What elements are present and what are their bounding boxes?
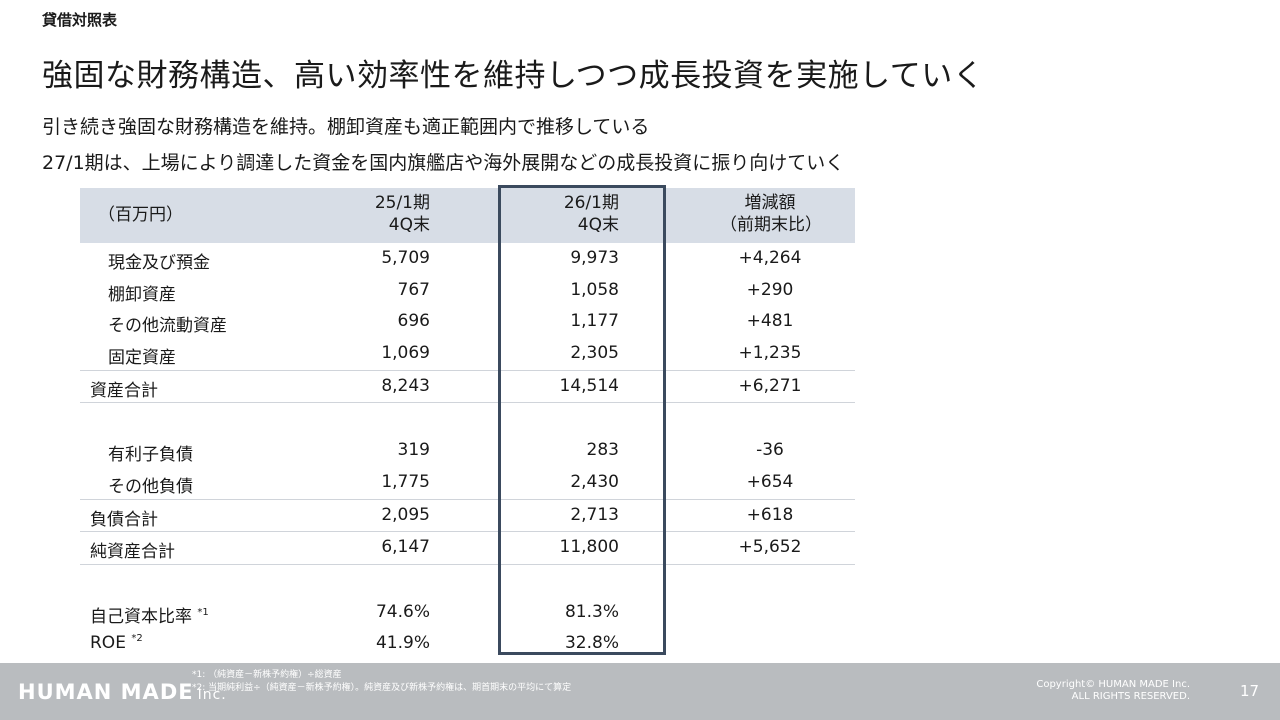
balance-sheet-table: （百万円） 25/1期 4Q末 26/1期 4Q末 増減額 （前期末比） 現金及… bbox=[80, 188, 855, 660]
subtitle-line-1: 引き続き強固な財務構造を維持。棚卸資産も適正範囲内で推移している bbox=[42, 116, 650, 138]
value-26: 9,973 bbox=[570, 248, 619, 268]
col-header-25-period: 25/1期 bbox=[374, 193, 430, 213]
value-26: 283 bbox=[586, 440, 619, 461]
value-25: 1,775 bbox=[381, 471, 430, 492]
col-header-diff-title: 増減額 bbox=[744, 193, 796, 213]
table-row-ratio: ROE *2 41.9% 32.8% bbox=[80, 628, 855, 660]
ratio-label: 自己資本比率 bbox=[90, 606, 192, 627]
row-label: 資産合計 bbox=[90, 380, 158, 401]
section-label: 貸借対照表 bbox=[42, 11, 118, 29]
value-26: 2,430 bbox=[570, 471, 619, 492]
value-25: 6,147 bbox=[381, 537, 430, 558]
col-header-26-quarter: 4Q末 bbox=[577, 215, 619, 235]
value-diff: +290 bbox=[746, 279, 794, 300]
value-25: 2,095 bbox=[381, 504, 430, 525]
table-row: その他流動資産 696 1,177 +481 bbox=[80, 306, 855, 338]
row-label: ROE *2 bbox=[90, 633, 143, 653]
footer-bar: HUMAN MADE Inc. *1: （純資産－新株予約権）÷総資産 *2: 当… bbox=[0, 663, 1280, 720]
subtitle-line-2: 27/1期は、上場により調達した資金を国内旗艦店や海外展開などの成長投資に振り向… bbox=[42, 152, 845, 174]
table-header: （百万円） 25/1期 4Q末 26/1期 4Q末 増減額 （前期末比） bbox=[80, 188, 855, 243]
unit-label: （百万円） bbox=[98, 205, 183, 225]
value-25: 5,709 bbox=[381, 248, 430, 268]
value-26: 14,514 bbox=[559, 375, 619, 396]
value-26: 2,305 bbox=[570, 343, 619, 364]
value-diff: -36 bbox=[756, 440, 784, 461]
page-number: 17 bbox=[1240, 682, 1260, 700]
spacer-row bbox=[80, 403, 855, 435]
value-25: 696 bbox=[397, 311, 430, 332]
value-26: 2,713 bbox=[570, 504, 619, 525]
row-label: その他流動資産 bbox=[108, 316, 227, 337]
copyright-line-2: ALL RIGHTS RESERVED. bbox=[1071, 691, 1190, 702]
value-diff: +4,264 bbox=[738, 248, 802, 268]
row-label: 負債合計 bbox=[90, 509, 158, 530]
table-row: その他負債 1,775 2,430 +654 bbox=[80, 467, 855, 500]
value-26: 81.3% bbox=[564, 601, 619, 622]
company-logo: HUMAN MADE Inc. bbox=[18, 680, 227, 704]
value-26: 32.8% bbox=[564, 633, 619, 654]
value-25: 1,069 bbox=[381, 343, 430, 364]
copyright-line-1: Copyright© HUMAN MADE Inc. bbox=[1036, 679, 1190, 690]
col-header-25: 25/1期 4Q末 bbox=[375, 192, 430, 236]
value-diff: +618 bbox=[746, 504, 794, 525]
value-diff: +654 bbox=[746, 471, 794, 492]
row-label: 純資産合計 bbox=[90, 542, 175, 563]
table-row: 棚卸資産 767 1,058 +290 bbox=[80, 275, 855, 307]
table-row-total: 負債合計 2,095 2,713 +618 bbox=[80, 500, 855, 533]
logo-inc: Inc. bbox=[197, 687, 227, 703]
row-label: 自己資本比率 *1 bbox=[90, 602, 209, 627]
table-row: 固定資産 1,069 2,305 +1,235 bbox=[80, 338, 855, 371]
footnotes: *1: （純資産－新株予約権）÷総資産 *2: 当期純利益÷（純資産－新株予約権… bbox=[192, 669, 571, 695]
copyright: Copyright© HUMAN MADE Inc. ALL RIGHTS RE… bbox=[1036, 679, 1190, 703]
footnote-2: *2: 当期純利益÷（純資産－新株予約権）。純資産及び新株予約権は、期首期末の平… bbox=[192, 683, 572, 693]
col-header-diff: 増減額 （前期末比） bbox=[720, 192, 822, 236]
row-label: 有利子負債 bbox=[108, 445, 193, 466]
value-25: 319 bbox=[397, 440, 430, 461]
logo-text: HUMAN MADE bbox=[18, 680, 194, 704]
row-label: 現金及び預金 bbox=[108, 253, 210, 273]
ratio-label: ROE bbox=[90, 633, 126, 654]
page-title: 強固な財務構造、高い効率性を維持しつつ成長投資を実施していく bbox=[42, 58, 985, 94]
value-25: 767 bbox=[397, 279, 430, 300]
footnote-1: *1: （純資産－新株予約権）÷総資産 bbox=[192, 670, 342, 680]
table-row: 現金及び預金 5,709 9,973 +4,264 bbox=[80, 243, 855, 275]
value-diff: +1,235 bbox=[738, 343, 802, 364]
footnote-mark: *1 bbox=[197, 606, 209, 618]
value-25: 41.9% bbox=[375, 633, 430, 654]
row-label: 固定資産 bbox=[108, 348, 176, 369]
value-25: 74.6% bbox=[375, 601, 430, 622]
value-diff: +5,652 bbox=[738, 537, 802, 558]
value-diff: +481 bbox=[746, 311, 794, 332]
row-label: 棚卸資産 bbox=[108, 284, 176, 305]
value-diff: +6,271 bbox=[738, 375, 802, 396]
col-header-26-period: 26/1期 bbox=[563, 193, 619, 213]
col-header-26: 26/1期 4Q末 bbox=[564, 192, 619, 236]
table-row-ratio: 自己資本比率 *1 74.6% 81.3% bbox=[80, 597, 855, 629]
footnote-mark: *2 bbox=[131, 633, 143, 645]
row-label: その他負債 bbox=[108, 476, 193, 497]
value-26: 1,058 bbox=[570, 279, 619, 300]
table-row-total: 純資産合計 6,147 11,800 +5,652 bbox=[80, 532, 855, 565]
value-26: 11,800 bbox=[559, 537, 619, 558]
table-row: 有利子負債 319 283 -36 bbox=[80, 435, 855, 467]
table-row-total: 資産合計 8,243 14,514 +6,271 bbox=[80, 371, 855, 404]
value-25: 8,243 bbox=[381, 375, 430, 396]
col-header-diff-sub: （前期末比） bbox=[720, 215, 822, 235]
value-26: 1,177 bbox=[570, 311, 619, 332]
col-header-25-quarter: 4Q末 bbox=[388, 215, 430, 235]
spacer-row bbox=[80, 565, 855, 597]
